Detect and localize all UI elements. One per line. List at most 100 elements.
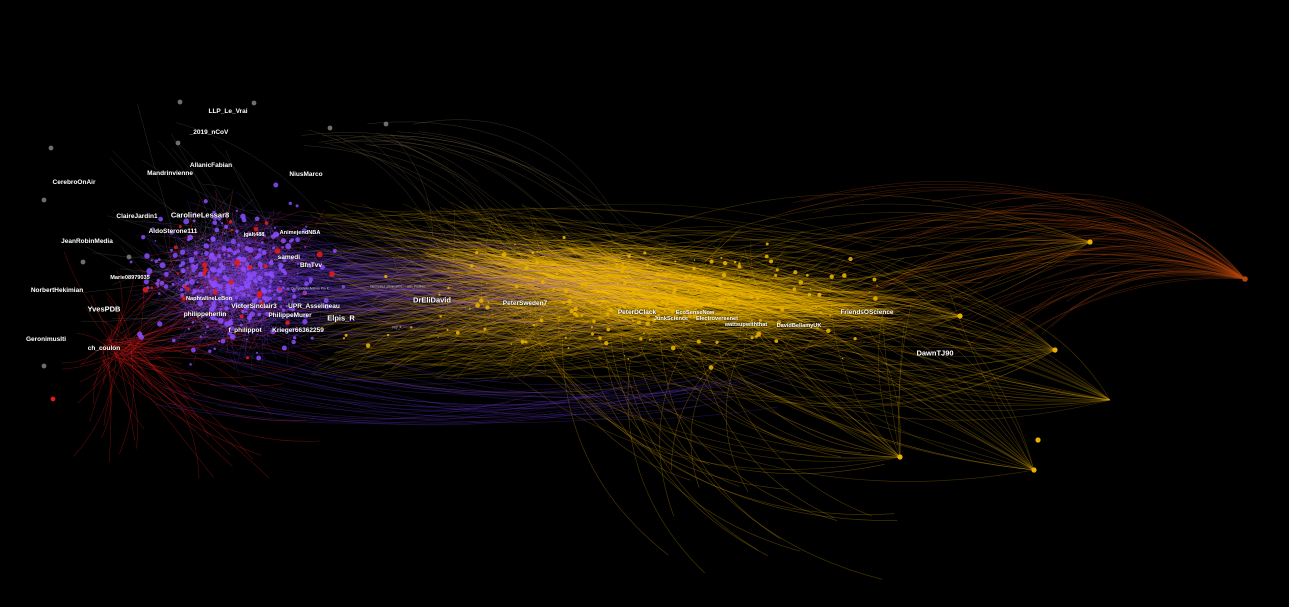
graph-edge — [323, 287, 421, 294]
graph-edge — [207, 280, 219, 309]
graph-edge — [504, 292, 633, 337]
graph-edge — [368, 229, 1056, 351]
graph-edge — [268, 276, 448, 308]
graph-edge — [354, 303, 564, 350]
graph-edge — [524, 225, 783, 256]
graph-node — [146, 273, 151, 278]
graph-edge — [967, 238, 1246, 284]
graph-node — [204, 250, 209, 256]
graph-edge — [233, 308, 541, 327]
graph-edge — [177, 279, 207, 328]
graph-node — [302, 318, 308, 325]
graph-edge — [557, 256, 883, 312]
graph-edge — [769, 290, 1056, 351]
graph-edge — [892, 224, 1246, 280]
graph-edge — [423, 248, 766, 293]
graph-node — [487, 301, 490, 304]
node-label-cerebroonair: CerebroOnAir — [52, 178, 96, 186]
graph-edge — [632, 301, 836, 314]
graph-edge — [167, 259, 214, 333]
graph-edge — [499, 258, 792, 307]
graph-edge — [382, 287, 629, 309]
graph-edge — [217, 272, 528, 302]
graph-edge — [244, 267, 586, 294]
graph-edge — [565, 257, 653, 301]
graph-edge — [351, 300, 554, 370]
graph-edge — [542, 250, 833, 313]
graph-edge — [452, 258, 793, 316]
graph-node — [897, 454, 903, 460]
graph-edge — [958, 246, 1246, 305]
graph-edge — [331, 274, 747, 375]
graph-edge — [756, 329, 901, 458]
graph-edge — [292, 270, 698, 314]
graph-edge — [557, 244, 658, 309]
graph-node — [241, 217, 247, 223]
graph-edge — [688, 285, 694, 325]
graph-edge — [160, 286, 250, 316]
node-label-allanicfabian: AllanicFabian — [189, 161, 233, 169]
graph-edge — [792, 289, 940, 309]
graph-edge — [536, 252, 789, 309]
graph-edge — [207, 273, 237, 277]
graph-edge — [452, 270, 630, 311]
graph-edge — [527, 247, 666, 320]
graph-node — [872, 277, 877, 282]
node-label-small-a: mermeslet_ettinmahi e — [369, 284, 403, 289]
graph-edge — [446, 242, 881, 306]
graph-node — [202, 262, 208, 268]
graph-edge — [591, 251, 658, 311]
graph-edge — [466, 272, 612, 305]
graph-edge — [170, 246, 203, 283]
graph-edge — [201, 269, 243, 358]
graph-edge — [488, 265, 740, 306]
graph-edge — [453, 231, 859, 264]
graph-edge — [132, 344, 312, 360]
graph-node — [227, 330, 232, 336]
graph-node — [270, 328, 276, 335]
graph-edge — [182, 296, 279, 318]
graph-edge — [392, 254, 414, 309]
graph-edge — [568, 241, 1091, 351]
graph-node — [240, 256, 247, 263]
graph-edge — [449, 201, 771, 344]
graph-edge — [524, 253, 672, 308]
graph-edge — [643, 327, 862, 453]
graph-edge — [314, 296, 491, 332]
graph-edge — [686, 240, 1091, 292]
graph-edge — [175, 288, 211, 292]
graph-node — [735, 300, 740, 305]
graph-edge — [776, 262, 929, 316]
graph-edge — [619, 249, 661, 319]
graph-node — [288, 307, 292, 310]
graph-node — [283, 255, 286, 258]
graph-node — [206, 311, 211, 315]
graph-edge — [523, 290, 560, 353]
graph-edge — [343, 299, 770, 336]
graph-node — [269, 281, 272, 284]
graph-node — [296, 262, 300, 266]
graph-edge — [305, 289, 638, 304]
graph-edge — [658, 273, 766, 289]
graph-edge — [829, 257, 905, 299]
graph-edge — [760, 263, 831, 288]
graph-edge — [239, 258, 259, 333]
graph-edge — [432, 269, 627, 327]
graph-edge — [277, 278, 698, 333]
graph-edge — [305, 281, 769, 332]
graph-node — [746, 278, 749, 281]
graph-edge — [147, 300, 184, 318]
graph-node — [180, 293, 185, 298]
graph-edge — [367, 121, 653, 272]
graph-edge — [273, 267, 304, 280]
graph-edge — [162, 275, 203, 302]
graph-edge — [244, 287, 357, 305]
graph-edge — [507, 304, 824, 338]
graph-edge — [349, 230, 812, 304]
graph-edge — [476, 320, 504, 323]
graph-edge — [514, 262, 773, 322]
graph-edge — [188, 266, 193, 305]
graph-edge — [453, 278, 860, 320]
graph-edge — [516, 316, 684, 340]
graph-edge — [570, 289, 620, 324]
